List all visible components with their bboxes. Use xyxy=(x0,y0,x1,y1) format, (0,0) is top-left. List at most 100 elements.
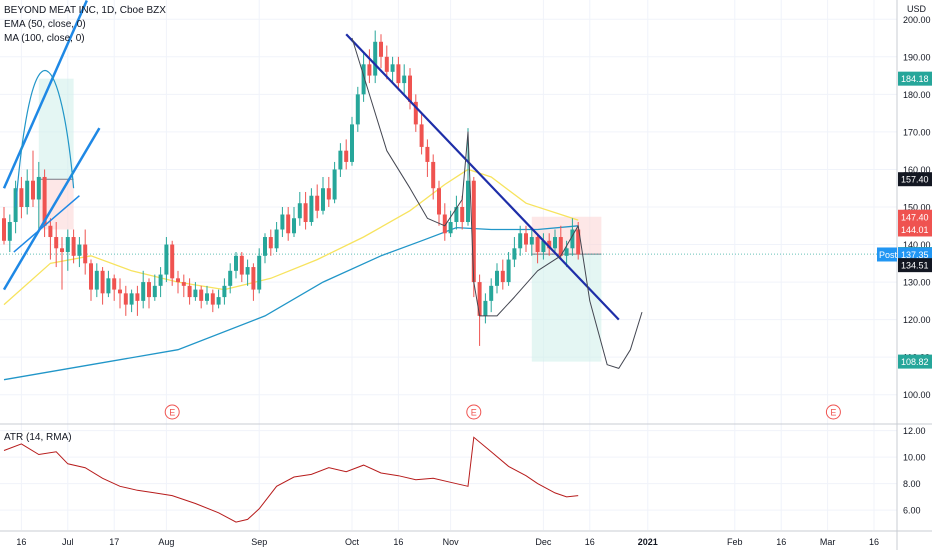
candle-body xyxy=(350,124,354,162)
candle-body xyxy=(303,203,308,223)
candle-body xyxy=(77,244,82,256)
chart-legend: BEYOND MEAT INC, 1D, Cboe BZX EMA (50, c… xyxy=(4,4,166,46)
candle-body xyxy=(94,270,99,290)
trend-line xyxy=(345,33,620,321)
candle-body xyxy=(460,206,465,223)
candle-body xyxy=(48,225,53,238)
atr-tick-label: 12.00 xyxy=(903,426,926,436)
early-target-zone xyxy=(38,78,74,180)
time-tick-label: Dec xyxy=(535,537,552,547)
price-tick-label: 180.00 xyxy=(903,90,931,100)
candle-body xyxy=(448,222,453,234)
candle-body xyxy=(379,41,383,57)
price-label-badge xyxy=(898,172,932,187)
candle-body xyxy=(181,282,186,286)
price-tick-label: 160.00 xyxy=(903,165,931,175)
price-label-badge xyxy=(898,247,932,262)
candle-body xyxy=(326,188,331,200)
price-label-text: 147.40 xyxy=(901,212,929,222)
candle-body xyxy=(268,237,273,249)
candle-body xyxy=(344,150,349,162)
candle-body xyxy=(309,195,314,223)
atr-tick-label: 10.00 xyxy=(903,453,926,463)
earnings-marker xyxy=(466,404,482,420)
candle-body xyxy=(42,176,47,226)
candle-body xyxy=(396,64,401,84)
candle-body xyxy=(355,94,360,125)
candle-body xyxy=(541,240,546,253)
time-tick-label: Feb xyxy=(727,537,743,547)
atr-line xyxy=(3,436,579,523)
legend-ma: MA (100, close, 0) xyxy=(4,33,85,44)
candle-body xyxy=(338,150,343,170)
candle-body xyxy=(373,41,378,76)
candle-body xyxy=(199,289,204,301)
price-label-text: 144.01 xyxy=(901,225,929,235)
projection-arc xyxy=(351,37,643,369)
candle-body xyxy=(205,293,209,301)
candle-body xyxy=(280,214,285,230)
candle-body xyxy=(147,282,151,298)
candle-body xyxy=(535,237,540,253)
candle-body xyxy=(7,222,12,241)
candle-body xyxy=(413,101,418,125)
ma-100-line xyxy=(3,225,579,381)
price-label-badge xyxy=(898,209,932,224)
candle-body xyxy=(100,270,105,294)
time-tick-label: 16 xyxy=(869,537,879,547)
candle-body xyxy=(141,282,146,301)
candle-body xyxy=(106,278,111,294)
candle-body xyxy=(210,293,215,305)
candle-body xyxy=(193,289,198,298)
price-label-text: 184.18 xyxy=(901,74,929,84)
earnings-marker-label: E xyxy=(471,408,477,418)
time-tick-label: 2021 xyxy=(638,537,658,547)
candle-body xyxy=(31,180,35,200)
candle-body xyxy=(553,237,557,249)
price-tick-label: 130.00 xyxy=(903,278,931,288)
price-tick-label: 190.00 xyxy=(903,52,931,62)
candle-body xyxy=(251,267,256,290)
candle-body xyxy=(158,274,163,286)
candle-body xyxy=(286,214,291,234)
candle-body xyxy=(118,289,122,294)
candle-body xyxy=(152,285,157,298)
time-tick-label: 16 xyxy=(393,537,403,547)
candle-body xyxy=(239,255,244,275)
candle-body xyxy=(65,237,70,253)
candle-body xyxy=(89,263,93,290)
candle-body xyxy=(390,64,395,72)
price-tick-label: 140.00 xyxy=(903,240,931,250)
candle-body xyxy=(506,259,511,283)
legend-title: BEYOND MEAT INC, 1D, Cboe BZX xyxy=(4,5,166,16)
candle-body xyxy=(361,64,366,95)
candle-body xyxy=(332,169,337,200)
candle-body xyxy=(71,237,76,256)
earnings-marker-label: E xyxy=(169,408,175,418)
time-tick-label: Nov xyxy=(443,537,460,547)
candle-body xyxy=(112,278,117,290)
time-tick-label: Oct xyxy=(345,537,360,547)
candle-body xyxy=(558,237,563,256)
time-tick-label: 16 xyxy=(16,537,26,547)
candle-body xyxy=(564,248,569,256)
time-tick-label: Sep xyxy=(251,537,267,547)
candle-body xyxy=(129,293,134,305)
candle-body xyxy=(518,233,523,249)
price-label-text: 137.35 xyxy=(901,250,929,260)
time-tick-label: Aug xyxy=(158,537,174,547)
price-label-badge xyxy=(898,71,932,86)
price-tick-label: 200.00 xyxy=(903,15,931,25)
candle-body xyxy=(419,124,424,147)
candle-body xyxy=(245,267,250,275)
price-label-badge xyxy=(898,258,932,273)
channel-lower-line xyxy=(2,127,101,291)
time-tick-label: 17 xyxy=(109,537,119,547)
atr-legend: ATR (14, RMA) xyxy=(4,432,72,443)
price-tick-label: 150.00 xyxy=(903,202,931,212)
time-tick-label: Jul xyxy=(62,537,74,547)
candle-body xyxy=(216,297,221,305)
candle-body xyxy=(471,180,476,283)
